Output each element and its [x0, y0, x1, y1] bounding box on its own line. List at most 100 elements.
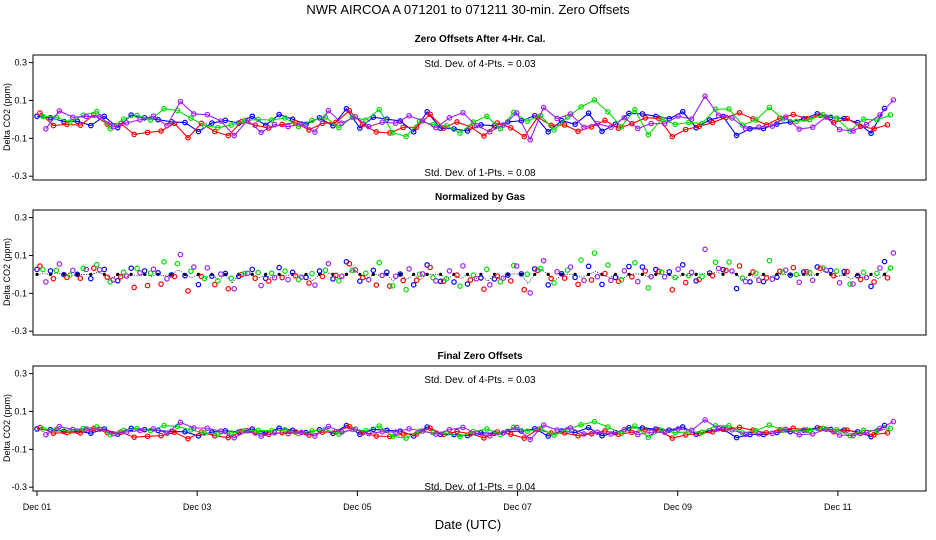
series-line — [45, 419, 894, 441]
data-point — [443, 276, 450, 282]
mean-point — [681, 272, 685, 276]
data-point — [333, 272, 339, 279]
data-point — [487, 128, 493, 135]
data-point — [352, 113, 359, 120]
data-point — [427, 425, 433, 431]
data-point — [564, 426, 571, 433]
data-point — [594, 273, 601, 280]
data-point — [182, 272, 188, 279]
data-point — [386, 283, 393, 289]
data-point — [715, 425, 722, 432]
data-point — [362, 270, 369, 276]
data-point — [289, 116, 296, 123]
mean-point — [358, 272, 362, 276]
data-point — [357, 278, 363, 285]
data-point — [578, 422, 584, 428]
data-point — [702, 93, 708, 100]
data-point — [271, 121, 278, 128]
data-point — [201, 122, 208, 129]
y-axis-label: Delta CO2 (ppm) — [2, 394, 12, 462]
stat-label-bottom: Std. Dev. of 1-Pts. = 0.04 — [424, 482, 536, 493]
mean-point — [721, 272, 725, 276]
data-point — [621, 268, 628, 274]
data-point — [548, 122, 554, 129]
data-point — [177, 419, 184, 426]
mean-point — [398, 272, 402, 276]
mean-point — [89, 272, 93, 276]
data-point — [276, 111, 282, 118]
data-point — [114, 277, 121, 284]
data-point — [518, 428, 525, 434]
data-point — [602, 117, 608, 124]
mean-point — [586, 272, 591, 276]
data-point — [736, 109, 743, 116]
data-point — [823, 114, 829, 120]
data-point — [696, 430, 702, 437]
data-point — [56, 261, 63, 267]
data-point — [185, 134, 191, 141]
x-ticks: Dec 01 Dec 03 Dec 05 Dec 07 Dec 09 Dec 11 — [23, 491, 852, 512]
data-point — [763, 275, 770, 281]
data-point — [339, 273, 345, 280]
data-point — [494, 273, 501, 279]
data-point — [346, 261, 353, 267]
data-point — [780, 427, 786, 434]
panel-normalized-by-gas: Normalized by Gas Delta CO2 (ppm) -0.3-0… — [2, 192, 927, 336]
mean-point — [506, 272, 510, 276]
data-point — [209, 120, 215, 126]
series-line — [39, 425, 888, 440]
y-tick-label: 0.3 — [14, 58, 27, 68]
data-point — [591, 250, 598, 256]
data-point — [171, 429, 178, 436]
data-point — [548, 275, 554, 282]
data-point — [454, 119, 460, 125]
mean-point — [519, 272, 523, 276]
data-point — [513, 263, 520, 269]
mean-point — [264, 272, 268, 276]
data-point — [217, 118, 224, 124]
data-point — [244, 427, 251, 434]
data-point — [508, 124, 514, 131]
data-point — [383, 269, 390, 276]
data-point — [339, 429, 345, 435]
mean-point — [35, 272, 39, 276]
data-point — [887, 112, 894, 118]
mean-point — [129, 272, 133, 276]
mean-point — [344, 272, 349, 276]
data-point — [373, 282, 380, 288]
panel-zero-offsets: Zero Offsets After 4-Hr. Cal. Delta CO2 … — [2, 34, 927, 181]
data-point — [195, 281, 202, 288]
data-point — [93, 261, 100, 268]
data-point — [688, 427, 695, 434]
data-point — [655, 115, 662, 121]
data-point — [578, 257, 584, 263]
data-point — [685, 272, 692, 279]
data-point — [868, 283, 874, 290]
data-point — [742, 125, 749, 132]
data-point — [147, 117, 154, 123]
data-point — [803, 268, 810, 275]
data-point — [621, 114, 628, 121]
data-point — [575, 281, 581, 288]
mean-point — [465, 272, 470, 276]
data-point — [309, 270, 315, 277]
data-point — [655, 268, 662, 275]
panel-frame — [32, 365, 927, 492]
data-point — [427, 264, 433, 271]
data-marks — [34, 93, 897, 143]
data-point — [231, 132, 238, 139]
data-point — [833, 426, 840, 433]
mean-point — [412, 272, 416, 276]
data-point — [753, 270, 759, 276]
data-point — [225, 132, 232, 139]
data-point — [588, 277, 595, 283]
data-point — [750, 269, 756, 275]
data-point — [621, 426, 628, 433]
data-point — [373, 129, 380, 135]
data-point — [473, 275, 480, 282]
data-point — [117, 273, 124, 280]
data-point — [110, 430, 116, 437]
mean-trace — [36, 267, 892, 285]
data-point — [833, 268, 840, 274]
data-point — [357, 125, 363, 131]
